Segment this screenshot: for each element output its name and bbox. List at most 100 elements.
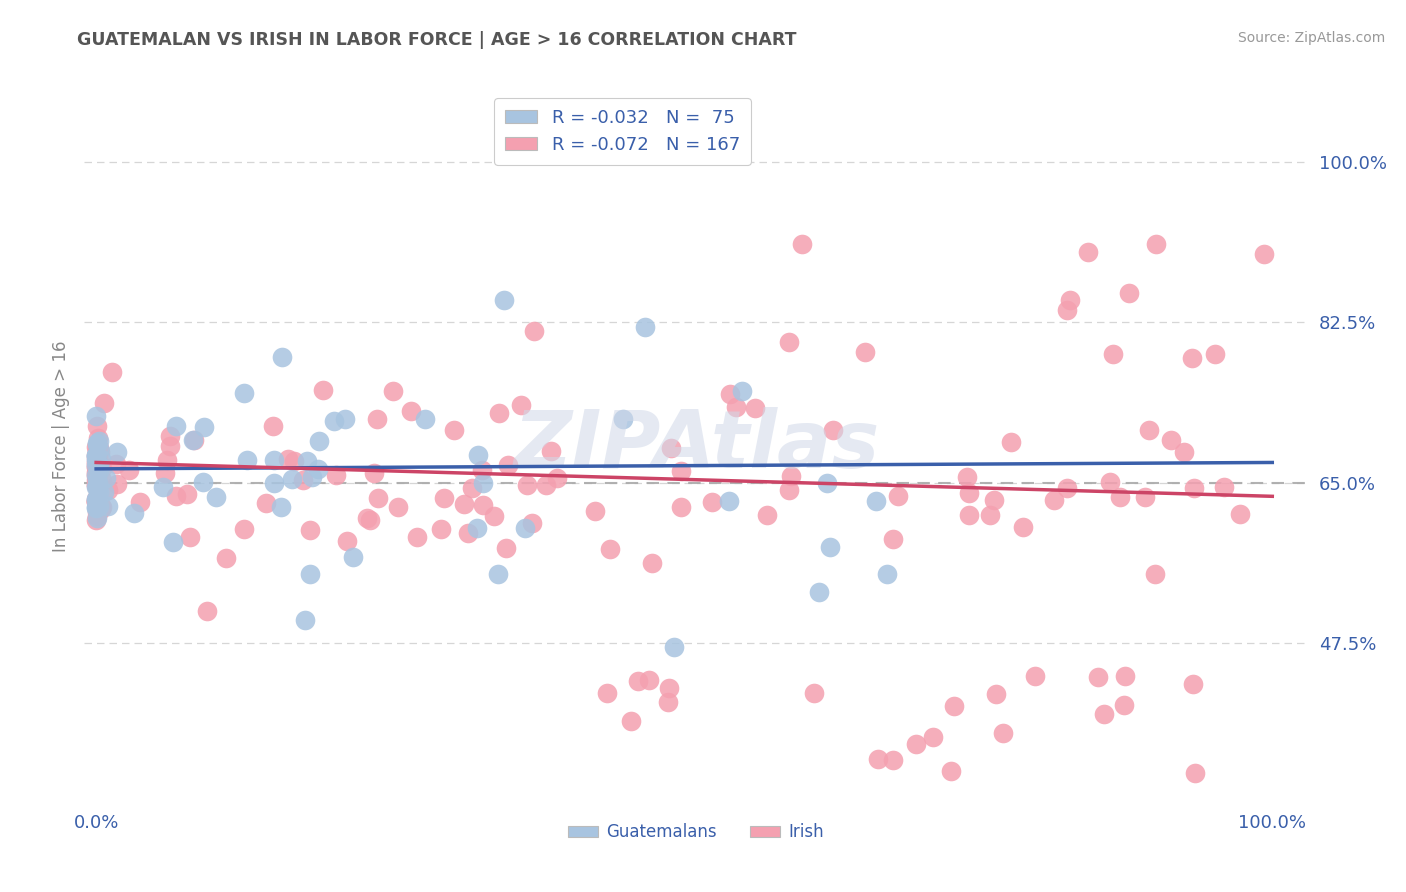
Point [86,473,108,487]
Point [298,567,321,582]
Point [91,500,114,515]
Point [471,463,494,477]
Point [86,500,108,514]
Point [744,401,766,415]
Point [818,540,841,554]
Point [86,460,108,475]
Point [876,567,898,582]
Point [205,490,228,504]
Point [86,419,108,434]
Point [599,542,621,557]
Point [283,454,305,468]
Point [262,418,284,433]
Point [271,350,294,364]
Point [387,500,409,515]
Point [84,469,107,483]
Point [1133,490,1156,504]
Point [887,489,910,503]
Point [471,498,494,512]
Point [1182,481,1205,495]
Point [465,521,488,535]
Point [1108,490,1130,504]
Point [443,423,465,437]
Point [1173,445,1195,459]
Point [87,442,110,456]
Point [84,500,107,515]
Point [523,325,546,339]
Point [86,435,108,450]
Point [195,604,218,618]
Point [89,458,111,472]
Point [486,567,509,582]
Point [86,457,108,471]
Point [84,409,107,423]
Point [281,472,304,486]
Point [193,475,215,490]
Point [176,487,198,501]
Point [90,452,112,467]
Point [159,428,181,442]
Point [669,464,692,478]
Point [1204,347,1226,361]
Point [263,475,285,490]
Point [1118,285,1140,300]
Point [107,477,129,491]
Point [461,482,484,496]
Point [815,475,838,490]
Point [86,491,108,505]
Point [86,442,108,456]
Point [1253,246,1275,260]
Point [1087,670,1109,684]
Point [620,714,643,729]
Legend: Guatemalans, Irish: Guatemalans, Irish [561,817,831,848]
Point [510,398,533,412]
Point [86,495,108,509]
Point [84,440,107,454]
Point [86,494,108,508]
Point [118,463,141,477]
Point [1114,669,1136,683]
Point [792,237,814,252]
Point [89,461,111,475]
Point [87,485,110,500]
Point [1011,519,1033,533]
Point [232,522,254,536]
Point [367,491,389,505]
Point [179,530,201,544]
Point [853,345,876,359]
Point [86,478,108,492]
Point [359,513,381,527]
Point [433,491,456,505]
Point [1229,507,1251,521]
Point [488,406,510,420]
Point [807,585,830,599]
Point [641,557,664,571]
Point [86,439,108,453]
Point [415,411,437,425]
Text: ZIPAtlas: ZIPAtlas [513,407,879,485]
Point [181,433,204,447]
Point [84,453,107,467]
Point [1102,347,1125,361]
Point [270,500,292,514]
Point [583,504,606,518]
Point [363,466,385,480]
Point [87,464,110,478]
Point [84,494,107,508]
Point [97,499,120,513]
Point [1059,293,1081,307]
Point [84,480,107,494]
Point [91,473,114,487]
Point [87,458,110,473]
Point [86,458,108,472]
Point [87,442,110,456]
Point [84,465,107,479]
Point [336,533,359,548]
Point [755,508,778,522]
Y-axis label: In Labor Force | Age > 16: In Labor Force | Age > 16 [52,340,70,552]
Point [165,418,187,433]
Point [467,448,489,462]
Point [1077,245,1099,260]
Point [724,401,747,415]
Point [86,449,108,463]
